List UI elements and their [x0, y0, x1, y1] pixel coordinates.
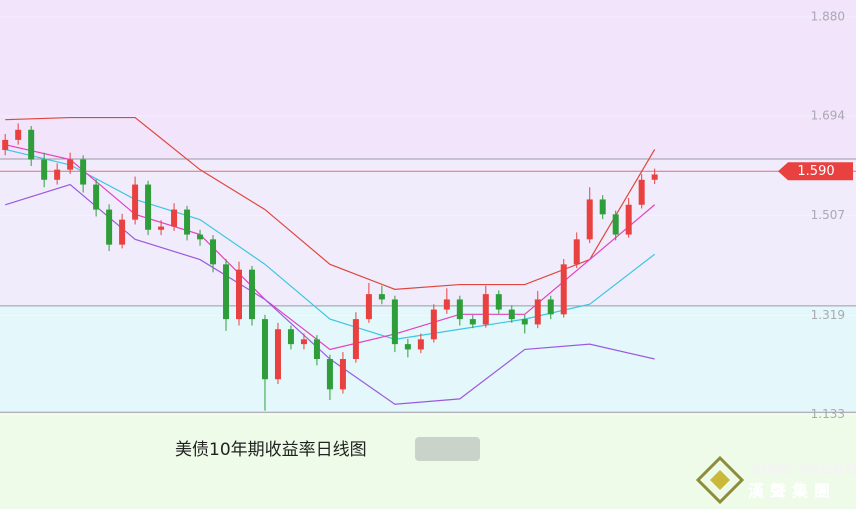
candle-body: [67, 159, 74, 170]
candle-body: [560, 264, 567, 315]
candle-body: [326, 359, 333, 390]
y-tick-label: 1.319: [811, 308, 845, 322]
candle-body: [352, 319, 359, 360]
candle-body: [15, 129, 22, 140]
candle-body: [158, 226, 165, 230]
blurred-label: [415, 437, 480, 461]
brand-logo: [695, 455, 745, 505]
candle-body: [469, 319, 476, 325]
candle-body: [54, 169, 61, 180]
candle-body: [534, 299, 541, 325]
indicator-line: [5, 116, 656, 290]
background-zone: [0, 306, 856, 412]
candle-body: [80, 159, 87, 185]
price-tag: [778, 162, 853, 181]
candle-body: [261, 319, 268, 380]
chart-title: 美债10年期收益率日线图: [175, 440, 367, 460]
brand-name: 漢聲集團: [748, 482, 836, 501]
candle-body: [521, 319, 528, 325]
candle-body: [41, 159, 48, 180]
candle-body: [430, 309, 437, 340]
y-tick-label: 1.133: [811, 407, 845, 421]
candle-body: [274, 329, 281, 380]
candle-body: [197, 234, 204, 240]
background-zone: [0, 0, 856, 159]
candle-body: [586, 199, 593, 240]
candle-body: [443, 299, 450, 310]
y-tick-label: 1.694: [811, 108, 845, 122]
candle-body: [599, 199, 606, 215]
candle-body: [210, 239, 217, 265]
candle-body: [171, 209, 178, 227]
candle-body: [119, 219, 126, 245]
candle-body: [313, 339, 320, 360]
candle-body: [339, 359, 346, 390]
brand-name: SINO SOUND: [750, 461, 856, 479]
candle-body: [28, 129, 35, 160]
candle-body: [625, 204, 632, 235]
candle-body: [612, 214, 619, 235]
current-price-label: 1.590: [797, 164, 834, 179]
candle-body: [378, 294, 385, 300]
candle-body: [106, 209, 113, 245]
candle-body: [365, 294, 372, 320]
background-zone: [0, 159, 856, 306]
candle-body: [93, 184, 100, 210]
candle-body: [391, 299, 398, 345]
candle-body: [236, 269, 243, 320]
candle-body: [495, 294, 502, 310]
candle-body: [404, 344, 411, 350]
candle-body: [651, 174, 658, 180]
candle-body: [547, 299, 554, 315]
candle-body: [184, 209, 191, 235]
candle-body: [132, 184, 139, 220]
candle-body: [300, 339, 307, 345]
y-tick-label: 1.880: [811, 10, 845, 24]
candle-body: [2, 139, 9, 150]
y-tick-label: 1.507: [811, 208, 845, 222]
candle-body: [145, 184, 152, 230]
indicator-line: [5, 144, 656, 351]
candle-body: [456, 299, 463, 320]
candle-body: [287, 329, 294, 345]
candle-body: [417, 339, 424, 350]
candle-body: [223, 264, 230, 320]
candle-body: [248, 269, 255, 320]
candle-body: [482, 294, 489, 325]
candle-body: [508, 309, 515, 320]
candle-body: [573, 239, 580, 265]
candle-body: [638, 179, 645, 205]
indicator-line: [5, 148, 656, 340]
